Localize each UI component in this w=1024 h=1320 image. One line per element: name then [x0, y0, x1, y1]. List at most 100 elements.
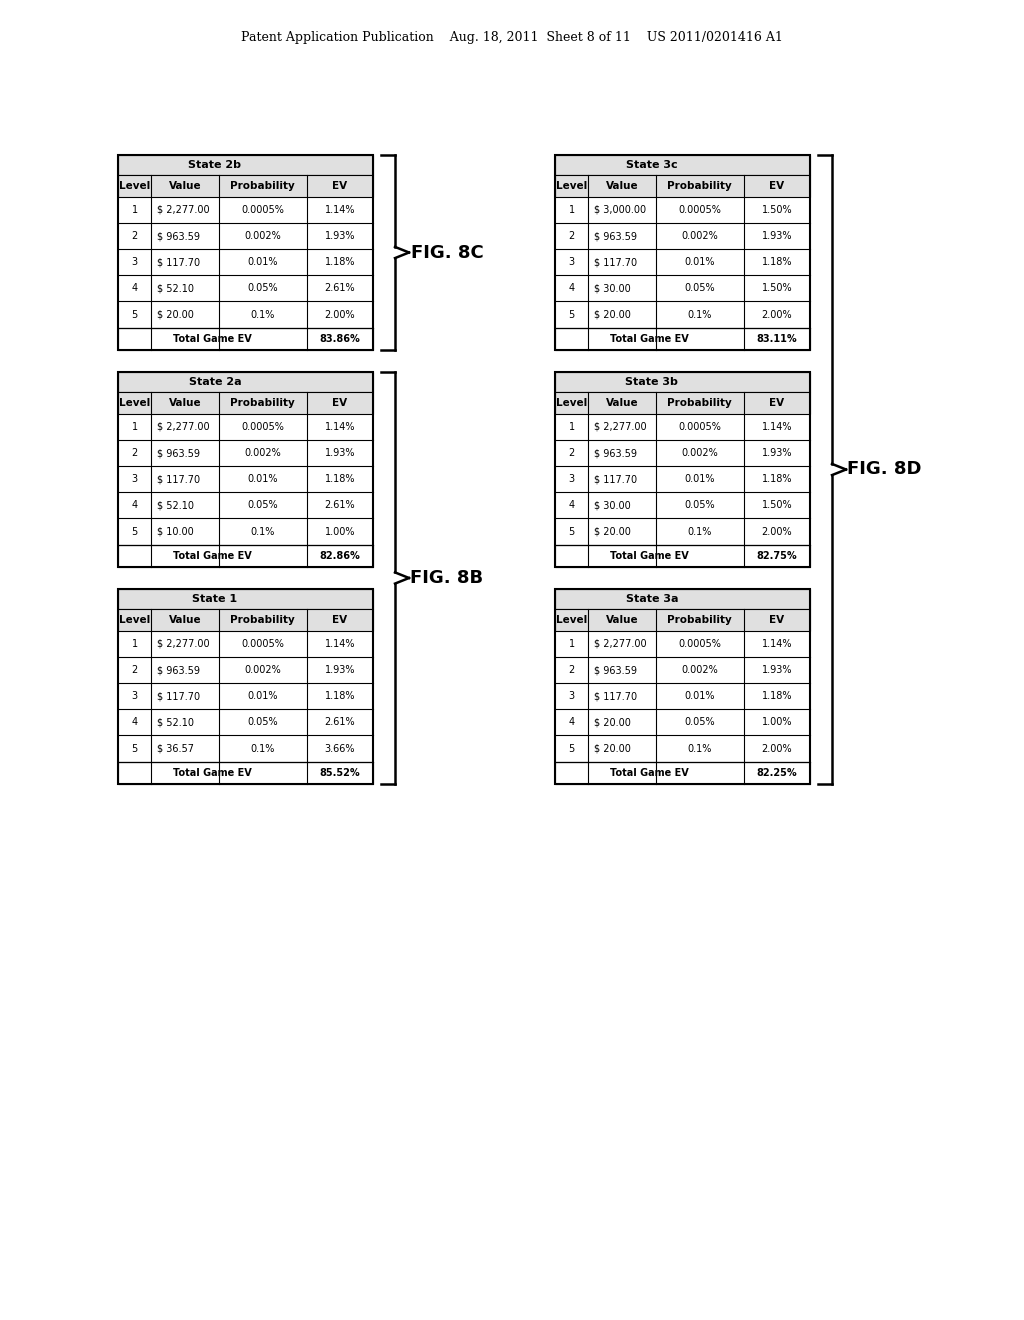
Text: $ 963.59: $ 963.59	[594, 665, 637, 675]
Text: 5: 5	[131, 309, 137, 319]
Text: $ 30.00: $ 30.00	[594, 500, 631, 511]
Text: State 1: State 1	[193, 594, 238, 603]
Text: 0.0005%: 0.0005%	[242, 422, 284, 432]
Bar	[555, 154, 810, 174]
Text: 0.01%: 0.01%	[248, 474, 278, 484]
Text: 0.05%: 0.05%	[248, 284, 279, 293]
Text: FIG. 8B: FIG. 8B	[411, 569, 483, 587]
Bar	[555, 174, 810, 197]
Text: EV: EV	[769, 397, 784, 408]
Text: $ 2,277.00: $ 2,277.00	[157, 205, 209, 215]
Text: $ 117.70: $ 117.70	[157, 257, 200, 267]
Text: EV: EV	[769, 181, 784, 190]
Text: $ 963.59: $ 963.59	[157, 231, 200, 242]
Bar	[555, 545, 810, 568]
Text: 1.93%: 1.93%	[325, 231, 355, 242]
Text: Level: Level	[119, 397, 151, 408]
Text: 1.18%: 1.18%	[762, 692, 793, 701]
Text: EV: EV	[332, 615, 347, 624]
Text: 1.93%: 1.93%	[762, 665, 793, 675]
Text: 0.05%: 0.05%	[684, 717, 715, 727]
Text: 5: 5	[131, 743, 137, 754]
Text: 0.002%: 0.002%	[681, 231, 718, 242]
Text: 0.0005%: 0.0005%	[678, 639, 721, 649]
Text: Level: Level	[556, 181, 587, 190]
Text: 1: 1	[568, 205, 574, 215]
Text: $ 117.70: $ 117.70	[594, 257, 637, 267]
Text: State 3c: State 3c	[626, 160, 678, 170]
Text: 1: 1	[568, 639, 574, 649]
Bar	[555, 372, 810, 568]
Text: 1.93%: 1.93%	[762, 447, 793, 458]
Text: $ 10.00: $ 10.00	[157, 527, 194, 536]
Text: 3: 3	[568, 692, 574, 701]
Text: 1: 1	[568, 422, 574, 432]
Text: $ 20.00: $ 20.00	[594, 717, 631, 727]
Bar	[118, 154, 373, 350]
Text: 2.00%: 2.00%	[762, 527, 793, 536]
Text: 2.61%: 2.61%	[325, 717, 355, 727]
Text: 2: 2	[131, 231, 137, 242]
Text: $ 117.70: $ 117.70	[157, 474, 200, 484]
Text: $ 117.70: $ 117.70	[157, 692, 200, 701]
Text: 0.002%: 0.002%	[245, 447, 281, 458]
Text: 1.93%: 1.93%	[762, 231, 793, 242]
Text: Value: Value	[169, 181, 202, 190]
Text: 3.66%: 3.66%	[325, 743, 355, 754]
Text: 0.01%: 0.01%	[248, 257, 278, 267]
Text: 1.14%: 1.14%	[325, 639, 355, 649]
Text: 1: 1	[131, 205, 137, 215]
Text: 0.002%: 0.002%	[681, 665, 718, 675]
Text: $ 963.59: $ 963.59	[594, 447, 637, 458]
Text: 83.86%: 83.86%	[319, 334, 360, 343]
Bar	[555, 372, 810, 392]
Text: $ 20.00: $ 20.00	[157, 309, 194, 319]
Text: 0.002%: 0.002%	[245, 665, 281, 675]
Text: 0.1%: 0.1%	[687, 743, 712, 754]
Text: EV: EV	[769, 615, 784, 624]
Bar	[118, 372, 373, 392]
Text: State 3a: State 3a	[626, 594, 678, 603]
Text: 0.1%: 0.1%	[687, 527, 712, 536]
Bar	[118, 372, 373, 568]
Text: 0.05%: 0.05%	[248, 717, 279, 727]
Bar	[118, 392, 373, 414]
Text: 82.25%: 82.25%	[757, 768, 797, 777]
Text: 1.14%: 1.14%	[762, 422, 793, 432]
Text: 1.14%: 1.14%	[325, 422, 355, 432]
Text: 0.05%: 0.05%	[684, 284, 715, 293]
Text: 0.01%: 0.01%	[248, 692, 278, 701]
Text: 4: 4	[131, 284, 137, 293]
Text: Total Game EV: Total Game EV	[610, 334, 689, 343]
Text: 0.05%: 0.05%	[248, 500, 279, 511]
Text: FIG. 8C: FIG. 8C	[411, 243, 483, 261]
Text: 2.00%: 2.00%	[762, 309, 793, 319]
Bar	[118, 589, 373, 609]
Text: 2: 2	[568, 231, 574, 242]
Text: 1.93%: 1.93%	[325, 665, 355, 675]
Text: 1.18%: 1.18%	[325, 257, 355, 267]
Text: 3: 3	[568, 474, 574, 484]
Text: 1.18%: 1.18%	[325, 474, 355, 484]
Text: 4: 4	[131, 500, 137, 511]
Text: 0.002%: 0.002%	[245, 231, 281, 242]
Text: 1.18%: 1.18%	[325, 692, 355, 701]
Text: State 2b: State 2b	[188, 160, 242, 170]
Text: 0.0005%: 0.0005%	[678, 205, 721, 215]
Text: Probability: Probability	[668, 397, 732, 408]
Bar	[118, 545, 373, 568]
Text: 0.1%: 0.1%	[251, 527, 274, 536]
Text: State 2a: State 2a	[188, 376, 242, 387]
Text: $ 2,277.00: $ 2,277.00	[594, 639, 646, 649]
Text: 5: 5	[568, 309, 574, 319]
Text: 0.0005%: 0.0005%	[242, 205, 284, 215]
Text: EV: EV	[332, 181, 347, 190]
Text: Probability: Probability	[668, 615, 732, 624]
Text: 2: 2	[131, 447, 137, 458]
Text: 82.75%: 82.75%	[757, 550, 797, 561]
Text: 0.05%: 0.05%	[684, 500, 715, 511]
Text: 5: 5	[568, 743, 574, 754]
Text: 1.00%: 1.00%	[325, 527, 355, 536]
Text: $ 2,277.00: $ 2,277.00	[157, 639, 209, 649]
Text: Level: Level	[556, 615, 587, 624]
